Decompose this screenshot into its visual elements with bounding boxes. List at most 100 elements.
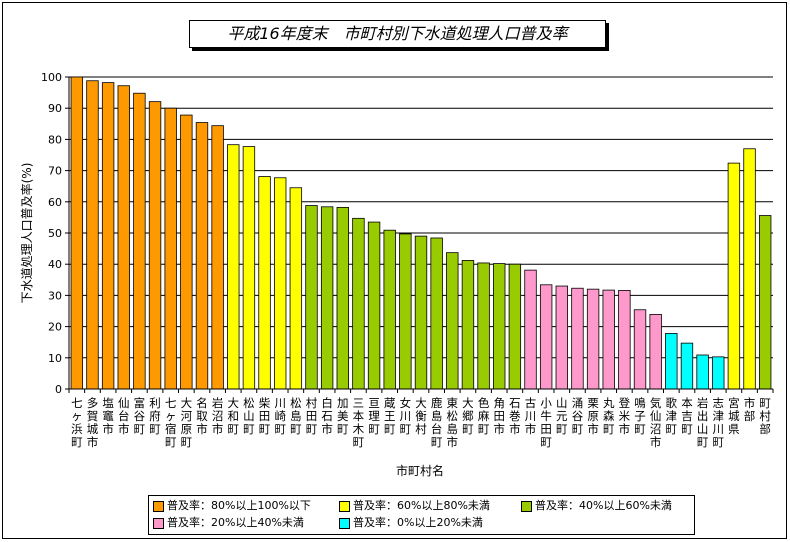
- x-tick-label: 浜: [71, 422, 83, 436]
- x-tick-label: 町: [681, 422, 693, 436]
- x-tick-label: 町: [556, 422, 568, 436]
- x-tick-label: 田: [306, 409, 318, 423]
- x-tick-label: 元: [556, 409, 568, 423]
- x-tick-label: 名: [196, 396, 208, 410]
- x-tick-label: 町: [228, 422, 240, 436]
- x-tick-label: 町: [165, 435, 177, 449]
- x-tick-label: 木: [353, 422, 365, 436]
- legend-label: 普及率：40%以上60%未満: [535, 499, 672, 512]
- x-tick-label: 塩: [102, 396, 114, 410]
- x-tick-label: 松: [447, 409, 459, 423]
- x-tick-label: 町: [181, 435, 193, 449]
- x-tick-label: 市: [525, 422, 537, 436]
- x-tick-label: 島: [431, 409, 443, 423]
- x-tick-label: 鳴: [634, 396, 646, 410]
- x-tick-label: 谷: [572, 409, 584, 423]
- bar: [133, 92, 146, 390]
- x-tick-label: 町: [666, 422, 678, 436]
- x-tick-label: 町: [384, 422, 396, 436]
- legend-item: 普及率：80%以上100%以下: [153, 498, 311, 514]
- x-tick-label: 仙: [118, 396, 130, 410]
- x-tick-label: 宿: [165, 422, 177, 436]
- bar: [696, 354, 709, 390]
- legend-swatch: [153, 500, 164, 512]
- x-tick-label: 山: [556, 396, 568, 410]
- x-tick-label: 川: [274, 396, 286, 410]
- x-axis-title: 市町村名: [396, 463, 444, 478]
- x-tick-label: 川: [525, 409, 537, 423]
- x-tick-label: 女: [400, 396, 412, 410]
- x-tick-label: 町: [400, 422, 412, 436]
- y-tick-label: 60: [48, 196, 62, 209]
- legend-item: 普及率：0%以上20%未満: [339, 515, 483, 531]
- x-tick-label: 田: [540, 422, 552, 436]
- x-tick-label: 市: [744, 396, 756, 410]
- x-tick-label: 郷: [462, 409, 474, 423]
- bar: [665, 333, 678, 390]
- x-tick-label: 部: [744, 409, 756, 423]
- y-tick-label: 70: [48, 165, 62, 178]
- x-tick-label: 角: [493, 396, 505, 410]
- x-tick-label: 大: [228, 396, 240, 410]
- x-tick-label: 川: [712, 422, 724, 436]
- y-tick-label: 100: [41, 71, 62, 84]
- legend-swatch: [521, 500, 532, 512]
- bar: [289, 187, 303, 390]
- bar: [571, 287, 584, 390]
- x-tick-label: 市: [321, 422, 333, 436]
- x-tick-label: 栗: [587, 396, 599, 410]
- y-tick-label: 30: [48, 289, 62, 302]
- bar: [195, 122, 209, 390]
- x-tick-label: 津: [666, 409, 678, 423]
- x-tick-label: 本: [681, 396, 693, 410]
- bar: [743, 148, 756, 390]
- x-tick-label: 大: [462, 396, 474, 410]
- bar: [430, 237, 443, 390]
- x-tick-label: 津: [712, 409, 724, 423]
- bar: [680, 342, 694, 390]
- x-tick-label: 七: [71, 396, 83, 410]
- x-tick-label: 仙: [650, 409, 662, 423]
- bar: [274, 177, 287, 390]
- bar: [117, 85, 130, 390]
- x-tick-label: 町: [712, 435, 724, 449]
- x-tick-label: 三: [353, 396, 365, 410]
- bar: [618, 290, 631, 390]
- x-tick-label: 町: [274, 422, 286, 436]
- x-tick-label: 市: [493, 422, 505, 436]
- x-tick-label: 富: [134, 396, 146, 410]
- legend-swatch: [339, 517, 350, 529]
- x-tick-label: 多: [87, 396, 99, 410]
- x-tick-label: 町: [540, 435, 552, 449]
- x-tick-label: 村: [759, 409, 771, 423]
- x-tick-label: 川: [400, 409, 412, 423]
- x-tick-label: 部: [759, 422, 771, 436]
- bar: [367, 221, 381, 390]
- bar: [227, 144, 240, 390]
- x-tick-label: 石: [321, 409, 333, 423]
- x-tick-label: 宮: [728, 396, 740, 410]
- x-tick-label: 賀: [87, 409, 99, 423]
- bar: [320, 206, 334, 390]
- x-tick-label: 岩: [697, 396, 709, 410]
- bar: [180, 114, 193, 390]
- bar: [508, 263, 522, 390]
- x-tick-label: 沼: [650, 422, 662, 436]
- x-tick-label: 登: [619, 396, 631, 410]
- bar: [336, 207, 349, 390]
- x-tick-label: 美: [337, 409, 349, 423]
- x-tick-label: 市: [212, 422, 224, 436]
- bar: [101, 82, 115, 390]
- x-tick-label: 町: [134, 422, 146, 436]
- bar: [727, 162, 741, 390]
- chart-legend: 普及率：80%以上100%以下 普及率：60%以上80%未満 普及率：40%以上…: [148, 495, 695, 535]
- x-tick-label: 王: [384, 409, 396, 423]
- x-tick-label: 台: [431, 422, 443, 436]
- bar: [712, 356, 725, 390]
- x-tick-label: 県: [728, 422, 740, 436]
- bar: [305, 205, 318, 390]
- bar: [258, 176, 271, 390]
- x-tick-label: 涌: [572, 396, 584, 410]
- y-axis-title: 下水道処理人口普及率(%): [19, 163, 34, 304]
- legend-item: 普及率：20%以上40%未満: [153, 515, 304, 531]
